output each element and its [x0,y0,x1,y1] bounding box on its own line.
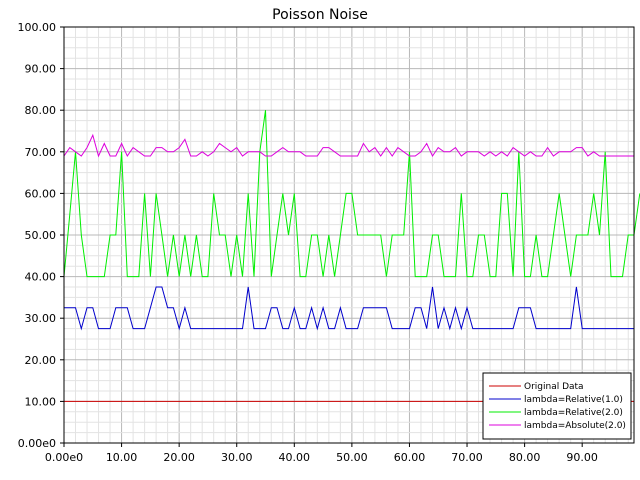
y-tick-label: 0.00e0 [18,437,56,450]
legend: Original Data lambda=Relative(1.0) lambda=… [482,372,632,440]
y-tick-label: 30.00 [25,312,57,325]
y-tick-label: 100.00 [18,21,57,34]
x-tick-label: 30.00 [221,451,253,464]
series-line-1 [64,286,634,331]
legend-label-2: lambda=Relative(2.0) [524,408,623,418]
x-tick-label: 50.00 [336,451,368,464]
legend-label-0: Original Data [524,382,584,392]
legend-label-1: lambda=Relative(1.0) [524,395,623,405]
x-tick-label: 90.00 [566,451,598,464]
chart-title: Poisson Noise [272,7,368,23]
x-tick-label: 70.00 [451,451,483,464]
y-axis-ticks: 0.00e0 10.00 20.00 30.00 40.00 50.00 60.00 70.0… [18,21,64,450]
x-axis-ticks: 0.00e0 10.00 20.00 30.00 40.00 50.00 60.00 70.0… [45,443,598,464]
y-tick-label: 50.00 [25,229,57,242]
x-tick-label: 0.00e0 [45,451,83,464]
x-tick-label: 20.00 [163,451,195,464]
x-tick-label: 40.00 [279,451,311,464]
y-tick-label: 80.00 [25,104,57,117]
series-line-2 [63,110,640,278]
series-line-3 [63,133,634,158]
y-tick-label: 70.00 [25,146,57,159]
x-tick-label: 60.00 [394,451,426,464]
y-tick-label: 40.00 [25,271,57,284]
x-tick-label: 10.00 [106,451,138,464]
y-tick-label: 10.00 [25,395,57,408]
legend-box [482,372,632,440]
y-tick-label: 90.00 [25,63,57,76]
y-tick-label: 60.00 [25,187,57,200]
legend-label-3: lambda=Absolute(2.0) [524,421,626,431]
y-tick-label: 20.00 [25,354,57,367]
x-tick-label: 80.00 [509,451,541,464]
